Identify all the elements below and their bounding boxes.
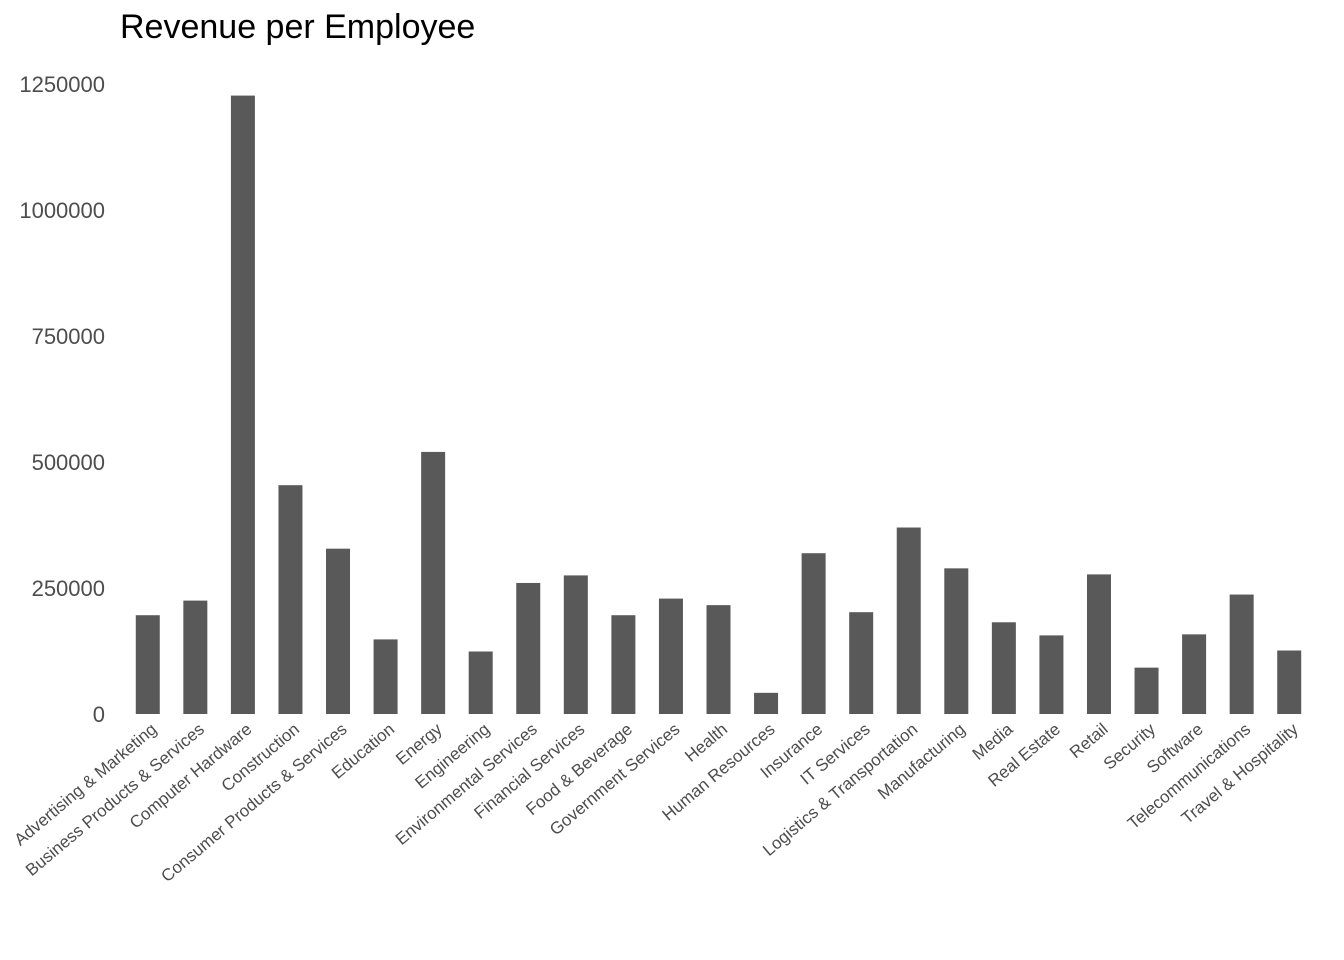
- y-tick-label: 1000000: [19, 198, 105, 223]
- bar: [516, 582, 541, 714]
- bar: [278, 485, 303, 714]
- y-tick-label: 0: [93, 702, 105, 727]
- bar: [991, 622, 1016, 714]
- bar: [1229, 594, 1254, 714]
- chart-title: Revenue per Employee: [120, 8, 476, 46]
- bar: [896, 527, 921, 714]
- bar: [754, 692, 779, 714]
- bar: [706, 605, 731, 714]
- bar: [1277, 650, 1302, 714]
- bar: [468, 651, 493, 714]
- bar: [944, 568, 969, 714]
- bar: [849, 612, 874, 714]
- bar: [135, 615, 160, 714]
- bar: [801, 553, 826, 714]
- bar: [183, 600, 208, 714]
- bar: [421, 451, 446, 714]
- y-axis: 0 250000 500000 750000 1000000 1250000: [19, 72, 105, 727]
- bar: [373, 639, 398, 714]
- bar: [230, 95, 255, 715]
- y-tick-label: 500000: [32, 450, 105, 475]
- bar: [1039, 635, 1064, 714]
- bar: [563, 575, 588, 714]
- bar: [611, 615, 636, 714]
- y-tick-label: 1250000: [19, 72, 105, 97]
- bar: [326, 548, 351, 714]
- y-tick-label: 250000: [32, 576, 105, 601]
- bar: [1182, 634, 1207, 714]
- bar: [658, 598, 683, 714]
- bars: [135, 95, 1302, 715]
- y-tick-label: 750000: [32, 324, 105, 349]
- bar: [1086, 574, 1111, 714]
- bar: [1134, 667, 1159, 714]
